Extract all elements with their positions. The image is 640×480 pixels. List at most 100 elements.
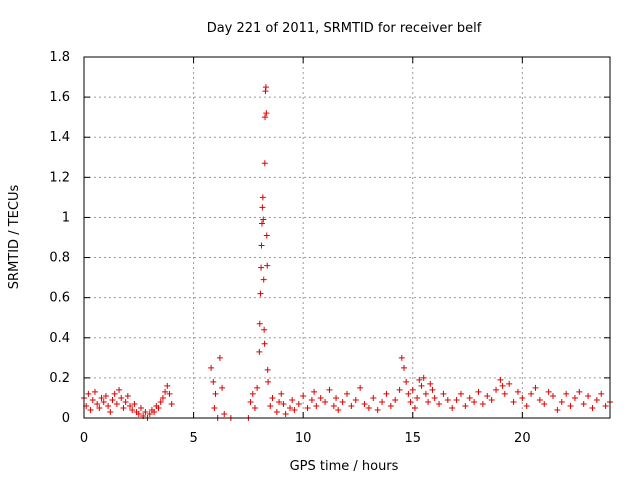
data-point [497, 376, 504, 383]
data-point [598, 390, 605, 397]
data-point [499, 382, 506, 389]
x-tick-label: 20 [514, 431, 531, 446]
data-point [317, 394, 324, 401]
data-point [466, 394, 473, 401]
data-point [414, 394, 421, 401]
data-point [453, 396, 460, 403]
data-point [221, 410, 228, 417]
data-point [344, 390, 350, 397]
data-point [168, 400, 175, 407]
data-point [258, 264, 265, 271]
data-point [137, 404, 144, 411]
data-point [85, 390, 92, 397]
data-point [257, 290, 264, 297]
data-point [282, 410, 289, 417]
data-point [118, 394, 125, 401]
data-point [304, 404, 311, 411]
data-point [260, 276, 267, 283]
data-point [425, 398, 432, 405]
data-point [135, 410, 142, 417]
data-point [251, 404, 258, 411]
data-point [100, 398, 107, 405]
data-point [273, 408, 280, 415]
data-point [416, 376, 423, 383]
data-point [398, 354, 405, 361]
y-tick-label: 1.4 [49, 130, 70, 145]
data-point [411, 404, 418, 411]
data-point [269, 394, 276, 401]
data-point [311, 388, 318, 395]
data-point [431, 394, 438, 401]
data-point [576, 388, 583, 395]
data-point [545, 388, 552, 395]
data-point [440, 390, 447, 397]
data-point [383, 390, 390, 397]
data-point [111, 390, 118, 397]
data-point [479, 400, 486, 407]
data-point [365, 404, 372, 411]
data-point [541, 400, 548, 407]
data-point [259, 204, 266, 211]
data-point [475, 388, 482, 395]
data-point [164, 382, 171, 389]
data-points [81, 84, 613, 421]
data-point [313, 402, 320, 409]
data-point [405, 390, 412, 397]
data-point [420, 374, 427, 381]
data-point [289, 396, 296, 403]
data-point [457, 390, 464, 397]
data-point [444, 396, 451, 403]
data-point [322, 398, 329, 405]
data-point [98, 394, 105, 401]
data-point [254, 384, 261, 391]
data-point [124, 392, 131, 399]
y-tick-label: 1.6 [49, 90, 70, 105]
data-point [256, 348, 263, 355]
data-point [558, 398, 565, 405]
data-point [91, 388, 98, 395]
data-point [528, 390, 535, 397]
data-point [471, 398, 478, 405]
y-tick-label: 1.8 [49, 50, 70, 65]
data-point [157, 398, 164, 405]
data-point [300, 392, 307, 399]
data-point [129, 406, 136, 413]
data-point [261, 326, 268, 333]
data-point [333, 394, 340, 401]
chart-title: Day 221 of 2011, SRMTID for receiver bel… [207, 21, 482, 36]
data-point [131, 400, 138, 407]
data-point [166, 390, 173, 397]
data-point [267, 402, 274, 409]
data-point [550, 392, 557, 399]
data-point [263, 110, 270, 117]
data-point [436, 400, 443, 407]
data-point [585, 392, 592, 399]
data-point [258, 242, 265, 249]
plot-frame [83, 56, 611, 419]
data-point [219, 384, 226, 391]
data-point [151, 408, 158, 415]
data-point [295, 400, 302, 407]
data-point [335, 406, 342, 413]
data-point [403, 378, 410, 385]
data-point [493, 386, 500, 393]
data-point [96, 404, 103, 411]
data-point [532, 384, 539, 391]
data-point [361, 400, 368, 407]
data-point [506, 380, 513, 387]
data-point [330, 402, 337, 409]
y-tick-label: 1.2 [49, 170, 70, 185]
data-point [155, 404, 162, 411]
x-axis-label: GPS time / hours [290, 459, 399, 474]
x-tick-label: 5 [189, 431, 197, 446]
data-point [370, 394, 377, 401]
data-point [563, 390, 570, 397]
data-point [276, 398, 283, 405]
data-point [116, 386, 123, 393]
data-point [262, 114, 269, 121]
data-point [258, 220, 265, 227]
data-point [523, 402, 530, 409]
data-point [105, 402, 112, 409]
data-point [589, 404, 596, 411]
